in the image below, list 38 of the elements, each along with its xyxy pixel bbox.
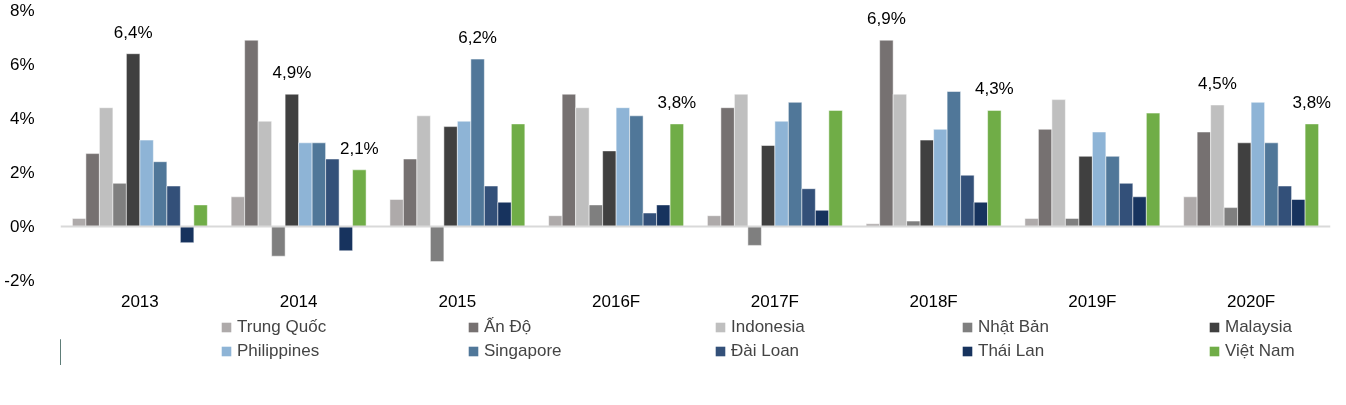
legend-label: Singapore xyxy=(484,341,563,361)
legend-label: Malaysia xyxy=(1225,317,1294,337)
bar xyxy=(430,226,445,262)
x-tick-label: 2018F xyxy=(909,291,958,311)
bar xyxy=(338,226,353,252)
data-label: 4,3% xyxy=(974,79,1014,99)
legend-label: Philippines xyxy=(237,341,321,361)
data-label: 3,8% xyxy=(657,92,697,112)
bar xyxy=(352,169,367,227)
x-tick-label: 2017F xyxy=(750,291,799,311)
data-label: 6,4% xyxy=(113,22,153,42)
bar xyxy=(271,226,286,257)
x-tick-label: 2019F xyxy=(1068,291,1117,311)
data-label: 3,8% xyxy=(1292,92,1332,112)
data-label: 4,5% xyxy=(1198,74,1237,93)
y-tick-label: 8% xyxy=(9,1,35,20)
legend-label: Thái Lan xyxy=(978,341,1046,361)
x-tick-label: 2014 xyxy=(279,291,318,311)
x-tick-label: 2015 xyxy=(438,291,477,311)
bar xyxy=(193,204,208,227)
y-tick-label: 4% xyxy=(9,109,35,128)
legend-label: Ấn Độ xyxy=(484,317,533,337)
legend-label: Trung Quốc xyxy=(237,317,328,337)
x-tick-label: 2013 xyxy=(120,291,159,311)
legend-label: Đài Loan xyxy=(731,341,801,361)
data-label: 6,9% xyxy=(867,9,906,29)
y-tick-label: 0% xyxy=(9,217,35,236)
data-label: 2,1% xyxy=(339,138,379,158)
legend-label: Nhật Bản xyxy=(978,317,1050,337)
data-label: 6,2% xyxy=(458,28,497,48)
x-tick-label: 2020F xyxy=(1227,291,1276,311)
y-tick-label: 2% xyxy=(9,163,35,182)
x-tick-label: 2016F xyxy=(592,291,641,311)
y-tick-label: 6% xyxy=(9,55,35,74)
data-label: 4,9% xyxy=(272,63,312,83)
y-tick-label: -2% xyxy=(4,271,35,290)
legend-label: Indonesia xyxy=(731,317,806,337)
legend-label: Việt Nam xyxy=(1225,341,1296,361)
